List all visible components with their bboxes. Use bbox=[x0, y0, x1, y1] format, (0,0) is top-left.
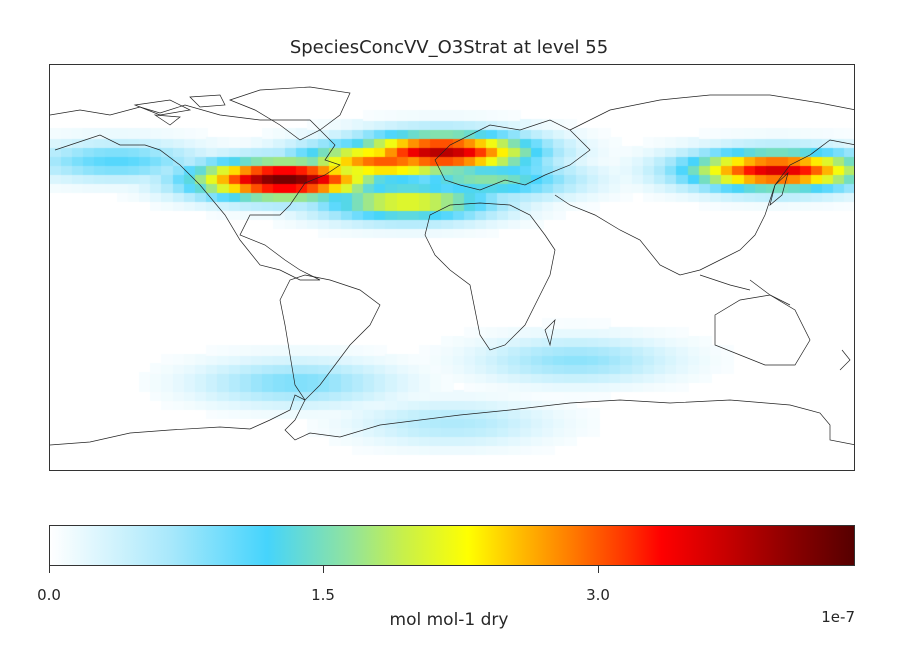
colorbar-tick bbox=[598, 566, 599, 573]
colorbar-tick bbox=[323, 566, 324, 573]
concentration-heatmap bbox=[50, 65, 854, 470]
coastlines bbox=[50, 86, 854, 446]
colorbar-label: mol mol-1 dry bbox=[389, 610, 509, 630]
colorbar-tick-label: 0.0 bbox=[37, 586, 61, 604]
chart-title: SpeciesConcVV_O3Strat at level 55 bbox=[289, 37, 609, 58]
colorbar-offset-text: 1e-7 bbox=[821, 608, 855, 626]
colorbar bbox=[49, 525, 855, 566]
colorbar-tick-label: 1.5 bbox=[311, 586, 335, 604]
map-plot-area bbox=[49, 64, 855, 471]
colorbar-tick bbox=[49, 566, 50, 573]
colorbar-tick-label: 3.0 bbox=[586, 586, 610, 604]
